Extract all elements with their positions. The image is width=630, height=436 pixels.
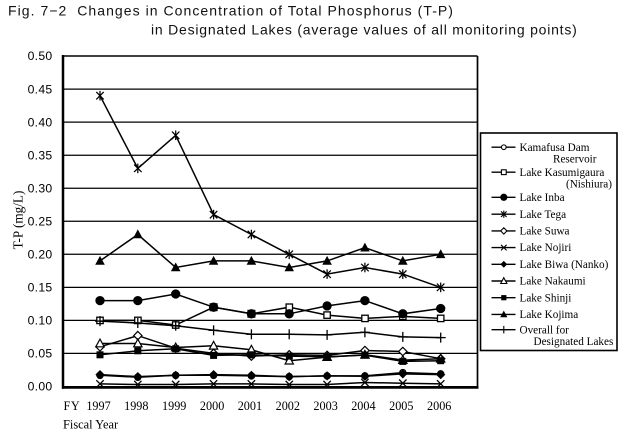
svg-text:Lake Inba: Lake Inba [520,192,565,204]
svg-text:Lake Nakaumi: Lake Nakaumi [520,276,586,288]
svg-text:2003: 2003 [313,399,337,413]
svg-text:0.30: 0.30 [28,181,53,195]
svg-text:Fig. 7−2 Changes in Concentra: Fig. 7−2 Changes in Concentration of Tot… [8,3,454,19]
svg-text:Lake Shinji: Lake Shinji [520,292,572,304]
svg-text:Overall for: Overall for [520,324,570,336]
svg-text:1999: 1999 [162,399,186,413]
svg-text:Reservoir: Reservoir [553,153,597,165]
svg-text:0.10: 0.10 [28,314,53,328]
svg-text:Designated Lakes: Designated Lakes [534,336,614,348]
svg-text:0.45: 0.45 [28,82,53,96]
svg-text:0.50: 0.50 [28,49,53,63]
svg-text:T-P (mg/L): T-P (mg/L) [11,191,26,250]
svg-text:Fiscal Year: Fiscal Year [63,418,119,432]
svg-text:FY: FY [64,399,81,413]
svg-text:2001: 2001 [238,399,262,413]
svg-text:0.20: 0.20 [28,248,53,262]
svg-text:Lake Kojima: Lake Kojima [520,309,579,321]
svg-text:2002: 2002 [276,399,300,413]
svg-text:2000: 2000 [200,399,224,413]
svg-text:Kamafusa Dam: Kamafusa Dam [520,142,590,154]
svg-text:Lake Tega: Lake Tega [520,209,567,221]
svg-text:(Nishiura): (Nishiura) [566,178,612,190]
svg-text:0.15: 0.15 [28,281,53,295]
svg-text:Lake Nojiri: Lake Nojiri [520,242,572,254]
svg-text:Lake Suwa: Lake Suwa [520,226,570,238]
svg-text:2005: 2005 [389,399,413,413]
svg-text:0.25: 0.25 [28,214,53,228]
svg-text:0.00: 0.00 [28,380,53,394]
svg-text:Lake Biwa (Nanko): Lake Biwa (Nanko) [520,259,609,271]
svg-text:in Designated Lakes (average v: in Designated Lakes (average values of a… [151,22,578,38]
svg-text:Lake Kasumigaura: Lake Kasumigaura [520,167,605,179]
svg-text:0.40: 0.40 [28,115,53,129]
svg-text:2004: 2004 [351,399,375,413]
svg-text:0.05: 0.05 [28,347,53,361]
svg-text:1998: 1998 [124,399,148,413]
svg-text:1997: 1997 [86,399,110,413]
svg-text:2006: 2006 [427,399,451,413]
svg-text:0.35: 0.35 [28,148,53,162]
